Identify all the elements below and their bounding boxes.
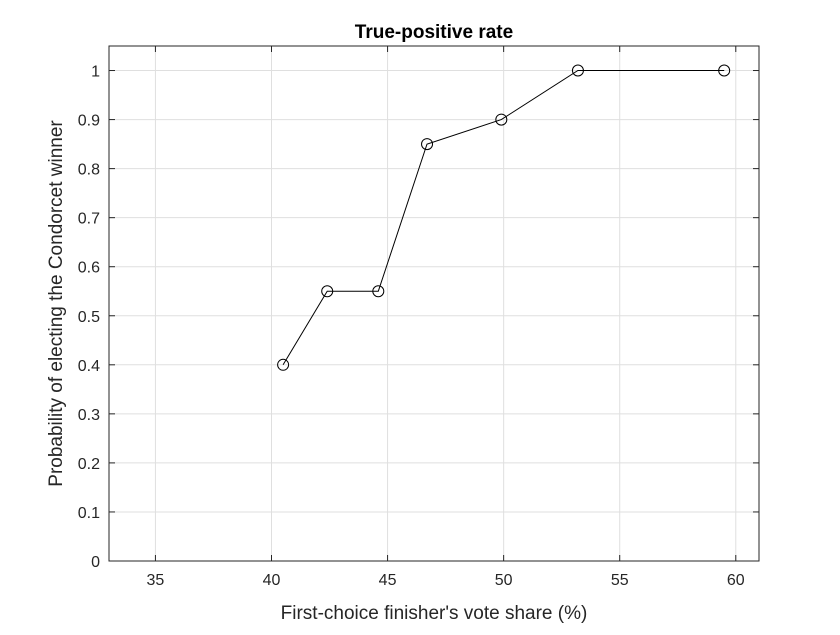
y-tick-label: 0.5 (78, 309, 100, 326)
axes-box (108, 45, 760, 562)
y-tick-label: 0.4 (78, 358, 100, 375)
x-tick-label: 35 (147, 572, 165, 589)
x-tick-label: 60 (727, 572, 745, 589)
data-point (495, 113, 508, 126)
data-point (321, 285, 334, 298)
grid (109, 46, 759, 562)
x-tick-label: 45 (379, 572, 397, 589)
data-series (277, 64, 731, 371)
data-point (571, 64, 584, 77)
y-tick-label: 0.9 (78, 113, 100, 130)
y-tick-label: 0 (91, 554, 100, 571)
y-tick-label: 0.7 (78, 211, 100, 228)
data-point (277, 358, 290, 371)
data-point (718, 64, 731, 77)
axis-ticks: 35 40 45 50 55 60 0 0.1 0.2 0.3 0.4 0.5 0.6 0.7 0.8 0.9… (78, 46, 759, 589)
y-tick-label: 0.1 (78, 505, 100, 522)
y-tick-label: 1 (91, 64, 100, 81)
y-tick-label: 0.3 (78, 407, 100, 424)
series-line (282, 70, 725, 366)
x-tick-label: 40 (263, 572, 281, 589)
y-axis-label: Probability of electing the Condorcet wi… (46, 120, 67, 487)
y-tick-label: 0.6 (78, 260, 100, 277)
data-point (372, 285, 385, 298)
y-tick-label: 0.8 (78, 162, 100, 179)
x-tick-label: 50 (495, 572, 513, 589)
data-point (421, 138, 434, 151)
y-tick-label: 0.2 (78, 456, 100, 473)
chart-title: True-positive rate (355, 22, 513, 43)
x-axis-label: First-choice finisher's vote share (%) (281, 603, 588, 624)
x-tick-label: 55 (611, 572, 629, 589)
